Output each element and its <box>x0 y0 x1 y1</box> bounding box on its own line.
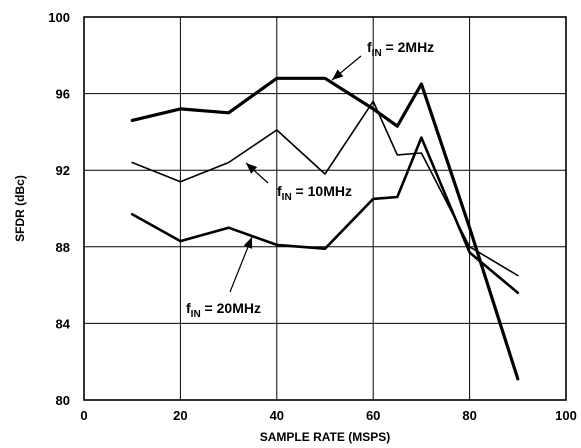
y-tick-label: 80 <box>56 393 70 408</box>
annotation-label: fIN = 2MHz <box>367 39 434 59</box>
series-lines <box>130 76 520 381</box>
series-annotations: fIN = 2MHz fIN = 10MHz fIN = 20MHz <box>186 39 434 320</box>
x-axis-title: SAMPLE RATE (MSPS) <box>260 430 390 444</box>
plot-frame <box>83 16 567 401</box>
y-axis-title: SFDR (dBc) <box>13 175 27 242</box>
y-tick-label: 92 <box>56 163 70 178</box>
x-tick-label: 20 <box>173 408 187 423</box>
x-tick-label: 0 <box>80 408 87 423</box>
x-tick-label: 100 <box>555 408 577 423</box>
annotation-label: fIN = 10MHz <box>277 183 352 203</box>
x-tick-label: 40 <box>270 408 284 423</box>
y-tick-label: 84 <box>56 316 71 331</box>
y-tick-label: 96 <box>56 87 70 102</box>
grid-lines <box>84 17 566 400</box>
arrowhead-icon <box>332 69 344 80</box>
y-tick-label: 88 <box>56 240 70 255</box>
x-tick-label: 60 <box>366 408 380 423</box>
series-line-3 <box>130 136 520 295</box>
annotation-label: fIN = 20MHz <box>186 300 261 320</box>
x-tick-label: 80 <box>462 408 476 423</box>
tick-labels: 0 20 40 60 80 100 100 96 92 88 84 80 <box>48 10 577 423</box>
y-tick-label: 100 <box>48 10 70 25</box>
series-line-1 <box>130 76 520 381</box>
arrowhead-icon <box>246 163 258 174</box>
series-line-2 <box>131 100 519 277</box>
arrowhead-icon <box>243 237 253 249</box>
